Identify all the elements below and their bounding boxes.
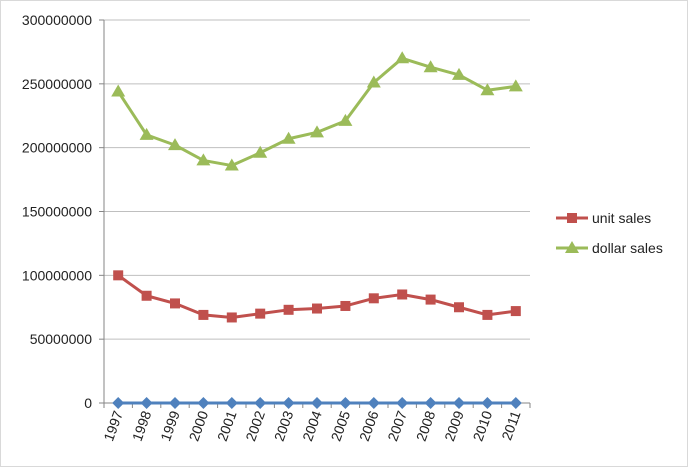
data-point <box>139 127 154 140</box>
legend: unit sales dollar sales <box>556 210 663 256</box>
data-point <box>169 397 181 409</box>
data-point <box>283 304 294 315</box>
y-tick-label: 150000000 <box>22 204 92 220</box>
data-point <box>197 397 210 409</box>
data-point <box>425 294 436 305</box>
y-tick-label: 200000000 <box>22 140 92 156</box>
data-point <box>509 397 522 409</box>
data-point <box>339 397 352 409</box>
data-point <box>338 113 353 126</box>
data-point <box>310 125 324 138</box>
data-point <box>510 306 521 317</box>
data-point <box>253 145 268 158</box>
data-point <box>282 397 295 409</box>
data-point <box>424 397 437 409</box>
data-point <box>454 302 464 313</box>
legend-item: unit sales <box>556 210 651 226</box>
data-point <box>141 290 152 301</box>
data-point <box>396 397 409 409</box>
y-tick-label: 50000000 <box>30 331 93 347</box>
data-point <box>111 84 126 97</box>
gridlines <box>104 19 530 340</box>
data-point <box>225 397 238 409</box>
data-point <box>312 303 322 314</box>
data-point <box>366 75 381 88</box>
legend-item: dollar sales <box>556 240 663 256</box>
data-point <box>453 397 465 409</box>
data-point <box>452 67 466 80</box>
y-tick-label: 100000000 <box>22 267 92 283</box>
data-point <box>311 397 323 409</box>
legend-label: unit sales <box>592 210 651 226</box>
y-tick-label: 300000000 <box>22 12 92 28</box>
series-baseline <box>112 397 522 409</box>
data-point <box>170 298 180 309</box>
y-tick-label: 250000000 <box>22 76 92 92</box>
data-point <box>140 397 153 409</box>
legend-marker <box>565 241 579 253</box>
data-point <box>112 397 125 409</box>
series-group <box>111 51 523 409</box>
data-point <box>198 309 209 320</box>
series-dollar-sales <box>111 51 523 171</box>
data-point <box>226 312 237 323</box>
data-point <box>508 79 523 92</box>
data-point <box>340 300 351 311</box>
legend-label: dollar sales <box>592 240 663 256</box>
data-point <box>395 51 410 64</box>
data-point <box>367 397 380 409</box>
data-point <box>480 83 495 96</box>
series-unit-sales <box>113 270 521 323</box>
data-point <box>368 293 379 304</box>
data-point <box>196 153 211 166</box>
y-tick-label: 0 <box>84 395 92 411</box>
data-point <box>224 158 239 171</box>
data-point <box>255 308 266 319</box>
data-point <box>168 138 182 151</box>
data-point <box>254 397 267 409</box>
data-point <box>397 289 408 300</box>
data-point <box>482 309 493 320</box>
data-point <box>481 397 494 409</box>
data-point <box>113 270 124 281</box>
legend-marker <box>567 213 577 223</box>
data-point <box>281 131 296 144</box>
data-point <box>423 60 438 73</box>
